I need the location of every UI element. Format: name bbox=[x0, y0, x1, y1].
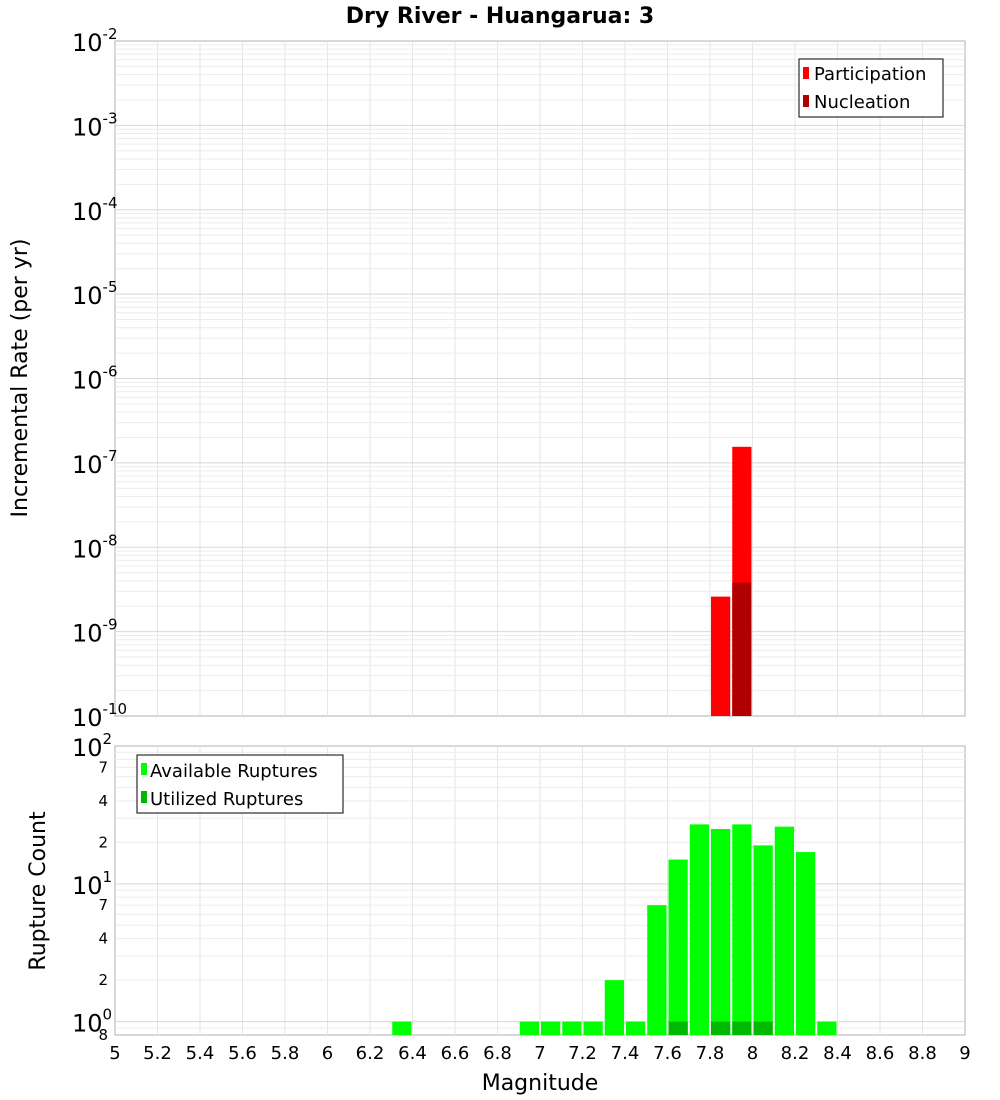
available-ruptures-bar bbox=[796, 852, 816, 1035]
count-legend: Available Ruptures Utilized Ruptures bbox=[136, 754, 344, 814]
count-y-minor-tick-label: 8 bbox=[98, 1026, 108, 1044]
rate-y-tick-label: 10-5 bbox=[72, 278, 118, 310]
count-y-minor-tick-label: 4 bbox=[98, 930, 108, 948]
x-axis-tick-labels: 5 5.2 5.4 5.6 5.8 6 6.2 6.4 6.6 6.8 7 7.2 7.4 7.6 7.8 8… bbox=[109, 1043, 970, 1064]
available-ruptures-bar bbox=[711, 828, 731, 1035]
count-y-tick-labels: 100 101 102 8 2 4 7 2 4 7 bbox=[72, 730, 112, 1044]
x-tick-label: 5.6 bbox=[228, 1043, 257, 1064]
rate-y-tick-label: 10-2 bbox=[72, 25, 118, 57]
x-tick-label: 7.2 bbox=[568, 1043, 597, 1064]
utilized-ruptures-bar bbox=[711, 1021, 731, 1035]
available-ruptures-legend-label: Available Ruptures bbox=[150, 761, 318, 782]
x-tick-label: 6 bbox=[322, 1043, 333, 1064]
rate-y-tick-label: 10-7 bbox=[72, 447, 118, 479]
x-tick-label: 5.8 bbox=[271, 1043, 300, 1064]
rate-y-tick-label: 10-4 bbox=[72, 194, 118, 226]
x-tick-label: 8.2 bbox=[781, 1043, 810, 1064]
x-tick-label: 9 bbox=[959, 1043, 970, 1064]
count-y-major-tick-label: 102 bbox=[72, 730, 112, 762]
rate-y-tick-labels: 10-10 10-9 10-8 10-7 10-6 10-5 10-4 10-3 10-2 bbox=[72, 25, 127, 732]
count-y-minor-tick-label: 7 bbox=[98, 896, 108, 914]
utilized-ruptures-bar bbox=[753, 1021, 773, 1035]
rate-bars bbox=[711, 446, 752, 716]
x-tick-label: 8.6 bbox=[866, 1043, 895, 1064]
available-ruptures-bar bbox=[689, 824, 709, 1035]
x-tick-label: 8.4 bbox=[823, 1043, 852, 1064]
x-tick-label: 6.4 bbox=[398, 1043, 427, 1064]
rate-legend-box bbox=[798, 58, 944, 118]
utilized-ruptures-legend-swatch bbox=[141, 791, 147, 803]
participation-bar bbox=[711, 596, 731, 716]
x-tick-label: 8 bbox=[747, 1043, 758, 1064]
chart-title: Dry River - Huangarua: 3 bbox=[346, 4, 654, 29]
available-ruptures-legend-swatch bbox=[141, 763, 147, 775]
x-tick-label: 7 bbox=[534, 1043, 545, 1064]
available-ruptures-bar bbox=[774, 826, 794, 1035]
x-tick-label: 5.2 bbox=[143, 1043, 172, 1064]
x-tick-label: 5.4 bbox=[186, 1043, 215, 1064]
utilized-ruptures-bar bbox=[668, 1021, 688, 1035]
count-panel: 100 101 102 8 2 4 7 2 4 7 Rupture Count Available… bbox=[26, 730, 966, 1044]
x-tick-label: 6.8 bbox=[483, 1043, 512, 1064]
x-tick-label: 6.2 bbox=[356, 1043, 385, 1064]
nucleation-legend-swatch bbox=[803, 95, 809, 107]
x-tick-label: 8.8 bbox=[908, 1043, 937, 1064]
rate-legend: Participation Nucleation bbox=[798, 58, 944, 118]
x-axis-label: Magnitude bbox=[482, 1071, 599, 1096]
utilized-ruptures-bar bbox=[732, 1021, 752, 1035]
x-tick-label: 7.4 bbox=[611, 1043, 640, 1064]
rate-gridlines bbox=[115, 41, 965, 716]
rate-y-tick-label: 10-9 bbox=[72, 616, 118, 648]
available-ruptures-bar bbox=[668, 859, 688, 1035]
rate-y-axis-label: Incremental Rate (per yr) bbox=[8, 239, 33, 518]
count-bars bbox=[392, 824, 837, 1035]
count-y-major-tick-label: 100 bbox=[72, 1006, 112, 1038]
utilized-ruptures-legend-label: Utilized Ruptures bbox=[150, 789, 303, 810]
count-legend-box bbox=[136, 754, 344, 814]
count-y-minor-tick-label: 4 bbox=[98, 792, 108, 810]
x-tick-label: 5 bbox=[109, 1043, 120, 1064]
count-y-axis-label: Rupture Count bbox=[26, 811, 51, 971]
available-ruptures-bar bbox=[732, 824, 752, 1035]
nucleation-legend-label: Nucleation bbox=[814, 92, 910, 113]
x-tick-label: 7.8 bbox=[696, 1043, 725, 1064]
rate-panel: 10-10 10-9 10-8 10-7 10-6 10-5 10-4 10-3 10-2 In… bbox=[8, 25, 966, 732]
count-y-minor-tick-label: 7 bbox=[98, 758, 108, 776]
available-ruptures-bar bbox=[647, 905, 667, 1035]
x-tick-label: 6.6 bbox=[441, 1043, 470, 1064]
available-ruptures-bar bbox=[541, 1021, 561, 1035]
count-y-minor-tick-label: 2 bbox=[98, 971, 108, 989]
available-ruptures-bar bbox=[562, 1021, 582, 1035]
count-y-major-tick-label: 101 bbox=[72, 868, 112, 900]
available-ruptures-bar bbox=[392, 1021, 412, 1035]
count-y-minor-tick-label: 2 bbox=[98, 833, 108, 851]
nucleation-bar bbox=[732, 582, 752, 716]
participation-legend-swatch bbox=[803, 67, 809, 79]
available-ruptures-bar bbox=[817, 1021, 837, 1035]
rate-y-tick-label: 10-6 bbox=[72, 363, 118, 395]
rate-y-tick-label: 10-10 bbox=[72, 700, 127, 732]
available-ruptures-bar bbox=[519, 1021, 539, 1035]
available-ruptures-bar bbox=[604, 980, 624, 1035]
x-tick-label: 7.6 bbox=[653, 1043, 682, 1064]
participation-legend-label: Participation bbox=[814, 64, 926, 85]
rate-y-tick-label: 10-3 bbox=[72, 109, 118, 141]
available-ruptures-bar bbox=[753, 845, 773, 1035]
rate-y-tick-label: 10-8 bbox=[72, 531, 118, 563]
available-ruptures-bar bbox=[626, 1021, 646, 1035]
available-ruptures-bar bbox=[583, 1021, 603, 1035]
